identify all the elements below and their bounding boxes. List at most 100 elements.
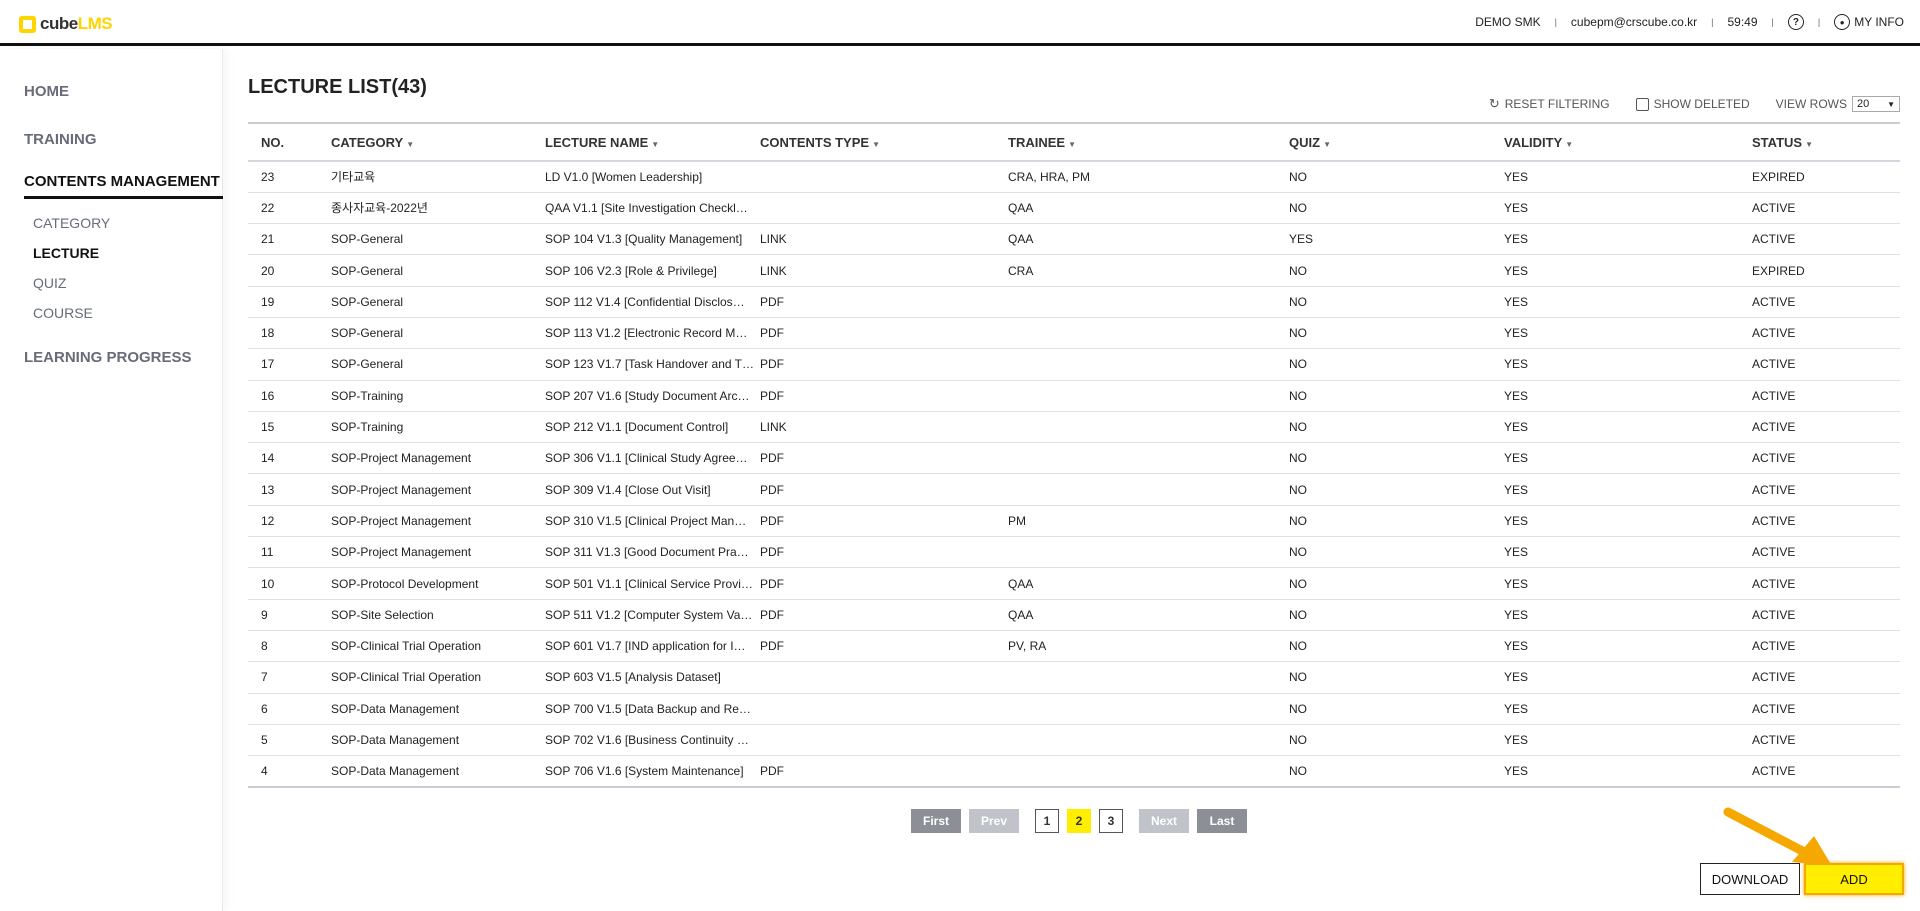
show-deleted-label: SHOW DELETED	[1653, 97, 1750, 111]
my-info-button[interactable]: ● MY INFO	[1834, 14, 1904, 30]
table-cell: SOP-Project Management	[331, 473, 545, 506]
download-button[interactable]: DOWNLOAD	[1700, 863, 1800, 895]
table-cell: NO	[1289, 630, 1504, 663]
show-deleted-checkbox[interactable]: SHOW DELETED	[1635, 97, 1750, 111]
logo[interactable]: cubeLMS	[19, 14, 113, 34]
table-cell	[760, 724, 1008, 757]
next-page-button[interactable]: Next	[1139, 809, 1189, 833]
table-cell: QAA V1.1 [Site Investigation Checkl…	[545, 192, 760, 225]
table-cell: SOP 311 V1.3 [Good Document Pra…	[545, 536, 760, 569]
page-2-button[interactable]: 2	[1067, 809, 1091, 833]
table-cell: SOP 112 V1.4 [Confidential Disclos…	[545, 286, 760, 318]
sidebar-item-contents-management[interactable]: CONTENTS MANAGEMENT	[24, 173, 223, 199]
table-cell: ACTIVE	[1752, 599, 1900, 631]
table-row[interactable]: 15 SOP-Training SOP 212 V1.1 [Document Con…	[248, 411, 1900, 444]
table-cell: SOP 706 V1.6 [System Maintenance]	[545, 755, 760, 788]
table-cell: YES	[1504, 505, 1752, 538]
table-cell: YES	[1504, 693, 1752, 725]
separator: |	[1554, 17, 1557, 27]
table-row[interactable]: 7 SOP-Clinical Trial Operation SOP 603 V1.…	[248, 661, 1900, 694]
table-cell: ACTIVE	[1752, 630, 1900, 663]
table-cell: SOP 212 V1.1 [Document Control]	[545, 411, 760, 444]
table-row[interactable]: 5 SOP-Data Management SOP 702 V1.6 [Busine…	[248, 724, 1900, 757]
table-cell: NO	[1289, 473, 1504, 506]
first-page-button[interactable]: First	[911, 809, 961, 833]
table-cell: SOP-Project Management	[331, 442, 545, 475]
column-header[interactable]: CATEGORY ▼	[331, 122, 545, 162]
table-row[interactable]: 9 SOP-Site Selection SOP 511 V1.2 [Compute…	[248, 599, 1900, 631]
chevron-down-icon: ▼	[1887, 99, 1895, 109]
table-row[interactable]: 8 SOP-Clinical Trial Operation SOP 601 V1.…	[248, 630, 1900, 663]
table-cell: YES	[1504, 380, 1752, 412]
table-row[interactable]: 10 SOP-Protocol Development SOP 501 V1.1 […	[248, 567, 1900, 600]
table-cell: NO	[1289, 693, 1504, 725]
separator: |	[1817, 17, 1821, 27]
table-row[interactable]: 20 SOP-General SOP 106 V2.3 [Role & Privil…	[248, 254, 1900, 287]
table-cell: YES	[1504, 254, 1752, 287]
column-header[interactable]: LECTURE NAME ▼	[545, 122, 760, 162]
table-cell: ACTIVE	[1752, 286, 1900, 318]
sidebar-item-home[interactable]: HOME	[24, 83, 69, 100]
logo-icon	[19, 15, 36, 33]
column-header[interactable]: TRAINEE ▼	[1008, 122, 1289, 162]
column-header[interactable]: VALIDITY ▼	[1504, 122, 1752, 162]
table-cell: 16	[248, 380, 331, 412]
table-cell: PDF	[760, 505, 1008, 538]
table-row[interactable]: 16 SOP-Training SOP 207 V1.6 [Study Docume…	[248, 380, 1900, 412]
table-cell: SOP 700 V1.5 [Data Backup and Re…	[545, 693, 760, 725]
table-row[interactable]: 21 SOP-General SOP 104 V1.3 [Quality Manag…	[248, 223, 1900, 256]
table-cell: PDF	[760, 442, 1008, 475]
my-info-label: MY INFO	[1854, 15, 1904, 29]
table-cell	[1008, 411, 1289, 444]
table-cell: 6	[248, 693, 331, 725]
sidebar-sub-quiz[interactable]: QUIZ	[33, 275, 67, 291]
column-header-label: TRAINEE	[1008, 134, 1066, 150]
table-cell: PDF	[760, 286, 1008, 318]
table-cell: 7	[248, 661, 331, 694]
column-header[interactable]: STATUS ▼	[1752, 122, 1900, 162]
table-row[interactable]: 18 SOP-General SOP 113 V1.2 [Electronic Re…	[248, 317, 1900, 350]
table-cell: YES	[1504, 536, 1752, 569]
table-row[interactable]: 12 SOP-Project Management SOP 310 V1.5 [Cl…	[248, 505, 1900, 538]
help-icon[interactable]: ?	[1787, 14, 1804, 30]
sidebar-item-learning-progress[interactable]: LEARNING PROGRESS	[24, 349, 192, 366]
table-row[interactable]: 17 SOP-General SOP 123 V1.7 [Task Handover…	[248, 348, 1900, 381]
sort-arrow-icon: ▼	[406, 139, 415, 149]
last-page-button[interactable]: Last	[1197, 809, 1247, 833]
table-row[interactable]: 23 기타교육 LD V1.0 [Women Leadership] CRA, HRA…	[248, 161, 1900, 193]
table-row[interactable]: 11 SOP-Project Management SOP 311 V1.3 [Go…	[248, 536, 1900, 569]
column-header[interactable]: CONTENTS TYPE ▼	[760, 122, 1008, 162]
column-header[interactable]: QUIZ ▼	[1289, 122, 1504, 162]
sidebar-item-training[interactable]: TRAINING	[24, 131, 97, 148]
table-header-row: NO. CATEGORY ▼ LECTURE NAME ▼ CONTENTS TYPE ▼ T…	[248, 122, 1900, 162]
table-cell: PDF	[760, 755, 1008, 788]
table-cell	[1008, 661, 1289, 694]
table-row[interactable]: 6 SOP-Data Management SOP 700 V1.5 [Data B…	[248, 693, 1900, 725]
sidebar-sub-lecture[interactable]: LECTURE	[33, 245, 100, 261]
table-cell	[760, 693, 1008, 725]
table-cell: SOP 309 V1.4 [Close Out Visit]	[545, 473, 760, 506]
view-rows-value: 20	[1857, 98, 1870, 110]
table-cell: 종사자교육-2022년	[331, 192, 545, 225]
table-row[interactable]: 13 SOP-Project Management SOP 309 V1.4 [Cl…	[248, 473, 1900, 506]
table-row[interactable]: 19 SOP-General SOP 112 V1.4 [Confidential …	[248, 286, 1900, 318]
table-row[interactable]: 4 SOP-Data Management SOP 706 V1.6 [System…	[248, 755, 1900, 788]
view-rows-select[interactable]: 20 ▼	[1852, 96, 1900, 112]
page-title: LECTURE LIST(43)	[248, 76, 427, 98]
table-cell: PDF	[760, 317, 1008, 350]
sidebar-sub-category[interactable]: CATEGORY	[33, 215, 111, 231]
table-cell: YES	[1504, 724, 1752, 757]
prev-page-button[interactable]: Prev	[969, 809, 1019, 833]
sidebar-sub-course[interactable]: COURSE	[33, 305, 93, 321]
add-button[interactable]: ADD	[1804, 863, 1904, 895]
table-row[interactable]: 22 종사자교육-2022년 QAA V1.1 [Site Investigatio…	[248, 192, 1900, 225]
table-cell: 23	[248, 161, 331, 193]
table-cell: LINK	[760, 254, 1008, 287]
table-row[interactable]: 14 SOP-Project Management SOP 306 V1.1 [Cl…	[248, 442, 1900, 475]
page-3-button[interactable]: 3	[1099, 809, 1123, 833]
reset-filtering-button[interactable]: ↻ RESET FILTERING	[1489, 96, 1610, 112]
page-1-button[interactable]: 1	[1035, 809, 1059, 833]
table-cell: PM	[1008, 505, 1289, 538]
table-cell: QAA	[1008, 192, 1289, 225]
table-cell: 8	[248, 630, 331, 663]
